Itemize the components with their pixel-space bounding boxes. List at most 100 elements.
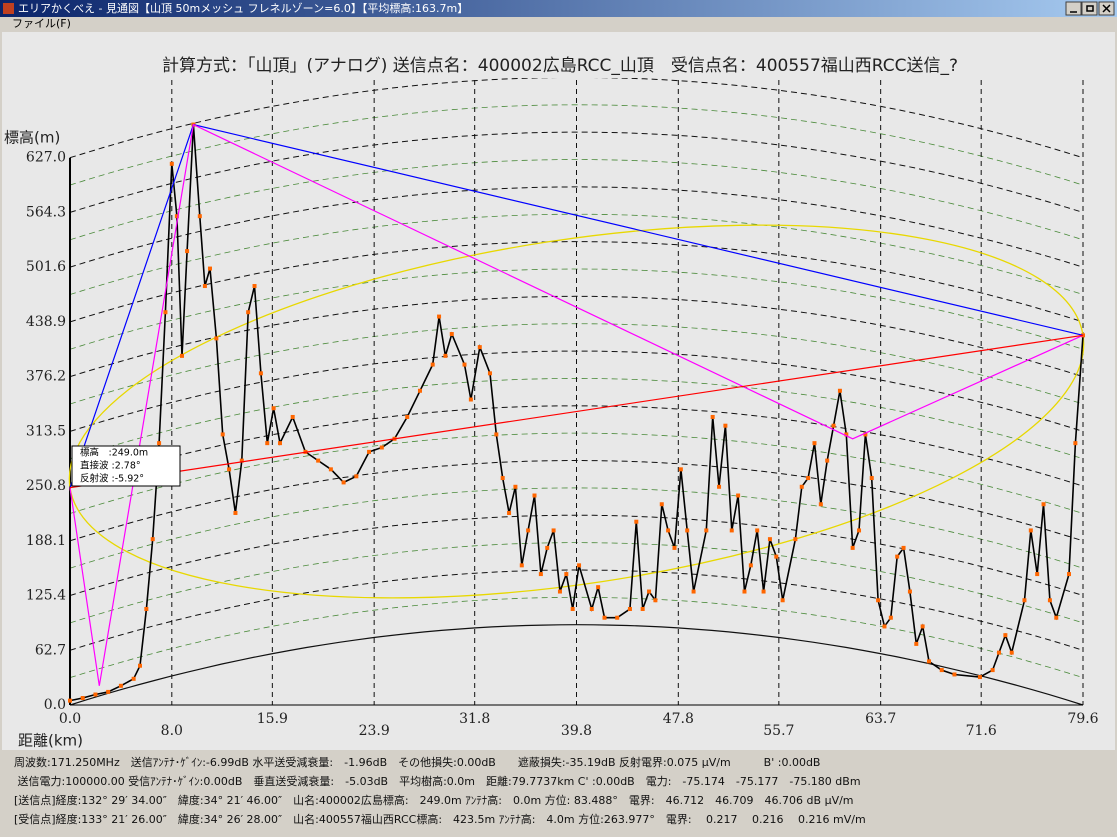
terrain-point xyxy=(1067,572,1072,577)
terrain-point xyxy=(150,537,155,542)
terrain-point xyxy=(163,310,168,315)
terrain-point xyxy=(538,572,543,577)
terrain-point xyxy=(417,388,422,393)
terrain-point xyxy=(185,249,190,254)
terrain-point xyxy=(723,423,728,428)
terrain-point xyxy=(265,441,270,446)
terrain-point xyxy=(627,606,632,611)
curve-grid-line xyxy=(70,241,1084,323)
info-line: 周波数:171.250MHz 送信ｱﾝﾃﾅ･ｹﾞｲﾝ:-6.99dB 水平送受減… xyxy=(14,755,820,769)
terrain-point xyxy=(774,554,779,559)
terrain-point xyxy=(93,692,98,697)
tooltip-line: 直接波 :2.78° xyxy=(80,460,141,472)
terrain-point xyxy=(106,689,111,694)
terrain-point xyxy=(850,545,855,550)
terrain-point xyxy=(914,641,919,646)
terrain-point xyxy=(545,545,550,550)
info-line: [受信点]経度:133° 21′ 26.00″ 緯度:34° 26′ 28.00… xyxy=(14,812,866,826)
window-title: エリアかくべえ - 見通図【山頂 50mメッシュ フレネルゾーン=6.0】【平均… xyxy=(18,1,468,15)
y-tick-label: 438.9 xyxy=(26,314,66,330)
terrain-point xyxy=(494,432,499,437)
ray-line xyxy=(69,123,1084,686)
terrain-point xyxy=(717,484,722,489)
terrain-point xyxy=(144,606,149,611)
terrain-point xyxy=(895,554,900,559)
menu-item[interactable]: ファイル(F) xyxy=(12,17,71,30)
terrain-point xyxy=(876,598,881,603)
terrain-point xyxy=(220,432,225,437)
tooltip-line: 反射波 :-5.92° xyxy=(80,473,144,485)
x-tick-label: 31.8 xyxy=(459,711,490,727)
y-tick-label: 62.7 xyxy=(35,642,66,658)
terrain-point xyxy=(367,449,372,454)
terrain-point xyxy=(901,545,906,550)
terrain-point xyxy=(207,266,212,271)
curve-grid-line xyxy=(70,78,1084,159)
info-line: [送信点]経度:132° 29′ 34.00″ 緯度:34° 21′ 46.00… xyxy=(14,793,854,807)
terrain-point xyxy=(1047,598,1052,603)
terrain-point xyxy=(507,510,512,515)
terrain-point xyxy=(659,502,664,507)
terrain-point xyxy=(736,493,741,498)
terrain-point xyxy=(500,476,505,481)
terrain-point xyxy=(647,589,652,594)
info-line: 送信電力:100000.00 受信ｱﾝﾃﾅ･ｹﾞｲﾝ:0.00dB 垂直送受減衰… xyxy=(14,774,861,788)
terrain-point xyxy=(997,650,1002,655)
chart-title: 計算方式：「山頂」(アナログ) 送信点名：400002広島RCC_山頂 受信点名… xyxy=(162,56,958,76)
terrain-point xyxy=(818,502,823,507)
x-tick-label: 63.7 xyxy=(865,711,896,727)
tooltip-line: 標高 :249.0m xyxy=(80,447,148,459)
terrain-point xyxy=(685,528,690,533)
curve-grid-line xyxy=(70,131,1084,213)
terrain-point xyxy=(519,563,524,568)
curve-grid-line xyxy=(70,213,1084,295)
y-tick-label: 188.1 xyxy=(26,533,66,549)
y-tick-label: 0.0 xyxy=(44,697,66,713)
window-controls[interactable] xyxy=(1065,1,1115,16)
terrain-point xyxy=(863,432,868,437)
terrain-point xyxy=(990,668,995,673)
curve-grid-line xyxy=(70,159,1084,241)
terrain-point xyxy=(379,445,384,450)
terrain-point xyxy=(214,336,219,341)
terrain-point xyxy=(328,467,333,472)
terrain-point xyxy=(1028,528,1033,533)
y-axis-label: 標高(m) xyxy=(4,129,60,147)
terrain-point xyxy=(487,371,492,376)
terrain-point xyxy=(68,698,72,703)
terrain-point xyxy=(799,484,804,489)
terrain-point xyxy=(666,528,671,533)
terrain-point xyxy=(729,528,734,533)
terrain-point xyxy=(1035,572,1040,577)
terrain-point xyxy=(577,563,582,568)
terrain-point xyxy=(202,284,207,289)
terrain-point xyxy=(80,696,85,701)
terrain-point xyxy=(271,406,276,411)
terrain-point xyxy=(468,397,473,402)
terrain-point xyxy=(691,589,696,594)
terrain-point xyxy=(157,441,162,446)
terrain-point xyxy=(678,467,683,472)
terrain-point xyxy=(354,474,359,479)
terrain-point xyxy=(748,563,753,568)
terrain-point xyxy=(437,314,442,319)
terrain-point xyxy=(449,332,454,337)
x-tick-label: 23.9 xyxy=(359,723,390,739)
terrain-point xyxy=(672,545,677,550)
terrain-point xyxy=(812,441,817,446)
y-tick-label: 564.3 xyxy=(26,204,66,220)
y-tick-label: 125.4 xyxy=(26,588,66,604)
terrain-point xyxy=(1003,633,1008,638)
terrain-point xyxy=(653,598,658,603)
terrain-point xyxy=(837,388,842,393)
terrain-point xyxy=(131,676,136,681)
x-tick-label: 79.6 xyxy=(1067,711,1098,727)
terrain-point xyxy=(239,458,244,463)
terrain-point xyxy=(246,310,251,315)
terrain-point xyxy=(761,589,766,594)
terrain-point xyxy=(831,423,836,428)
tooltip-box xyxy=(71,445,181,487)
terrain-point xyxy=(1073,441,1078,446)
terrain-point xyxy=(589,606,594,611)
terrain-point xyxy=(233,510,238,515)
